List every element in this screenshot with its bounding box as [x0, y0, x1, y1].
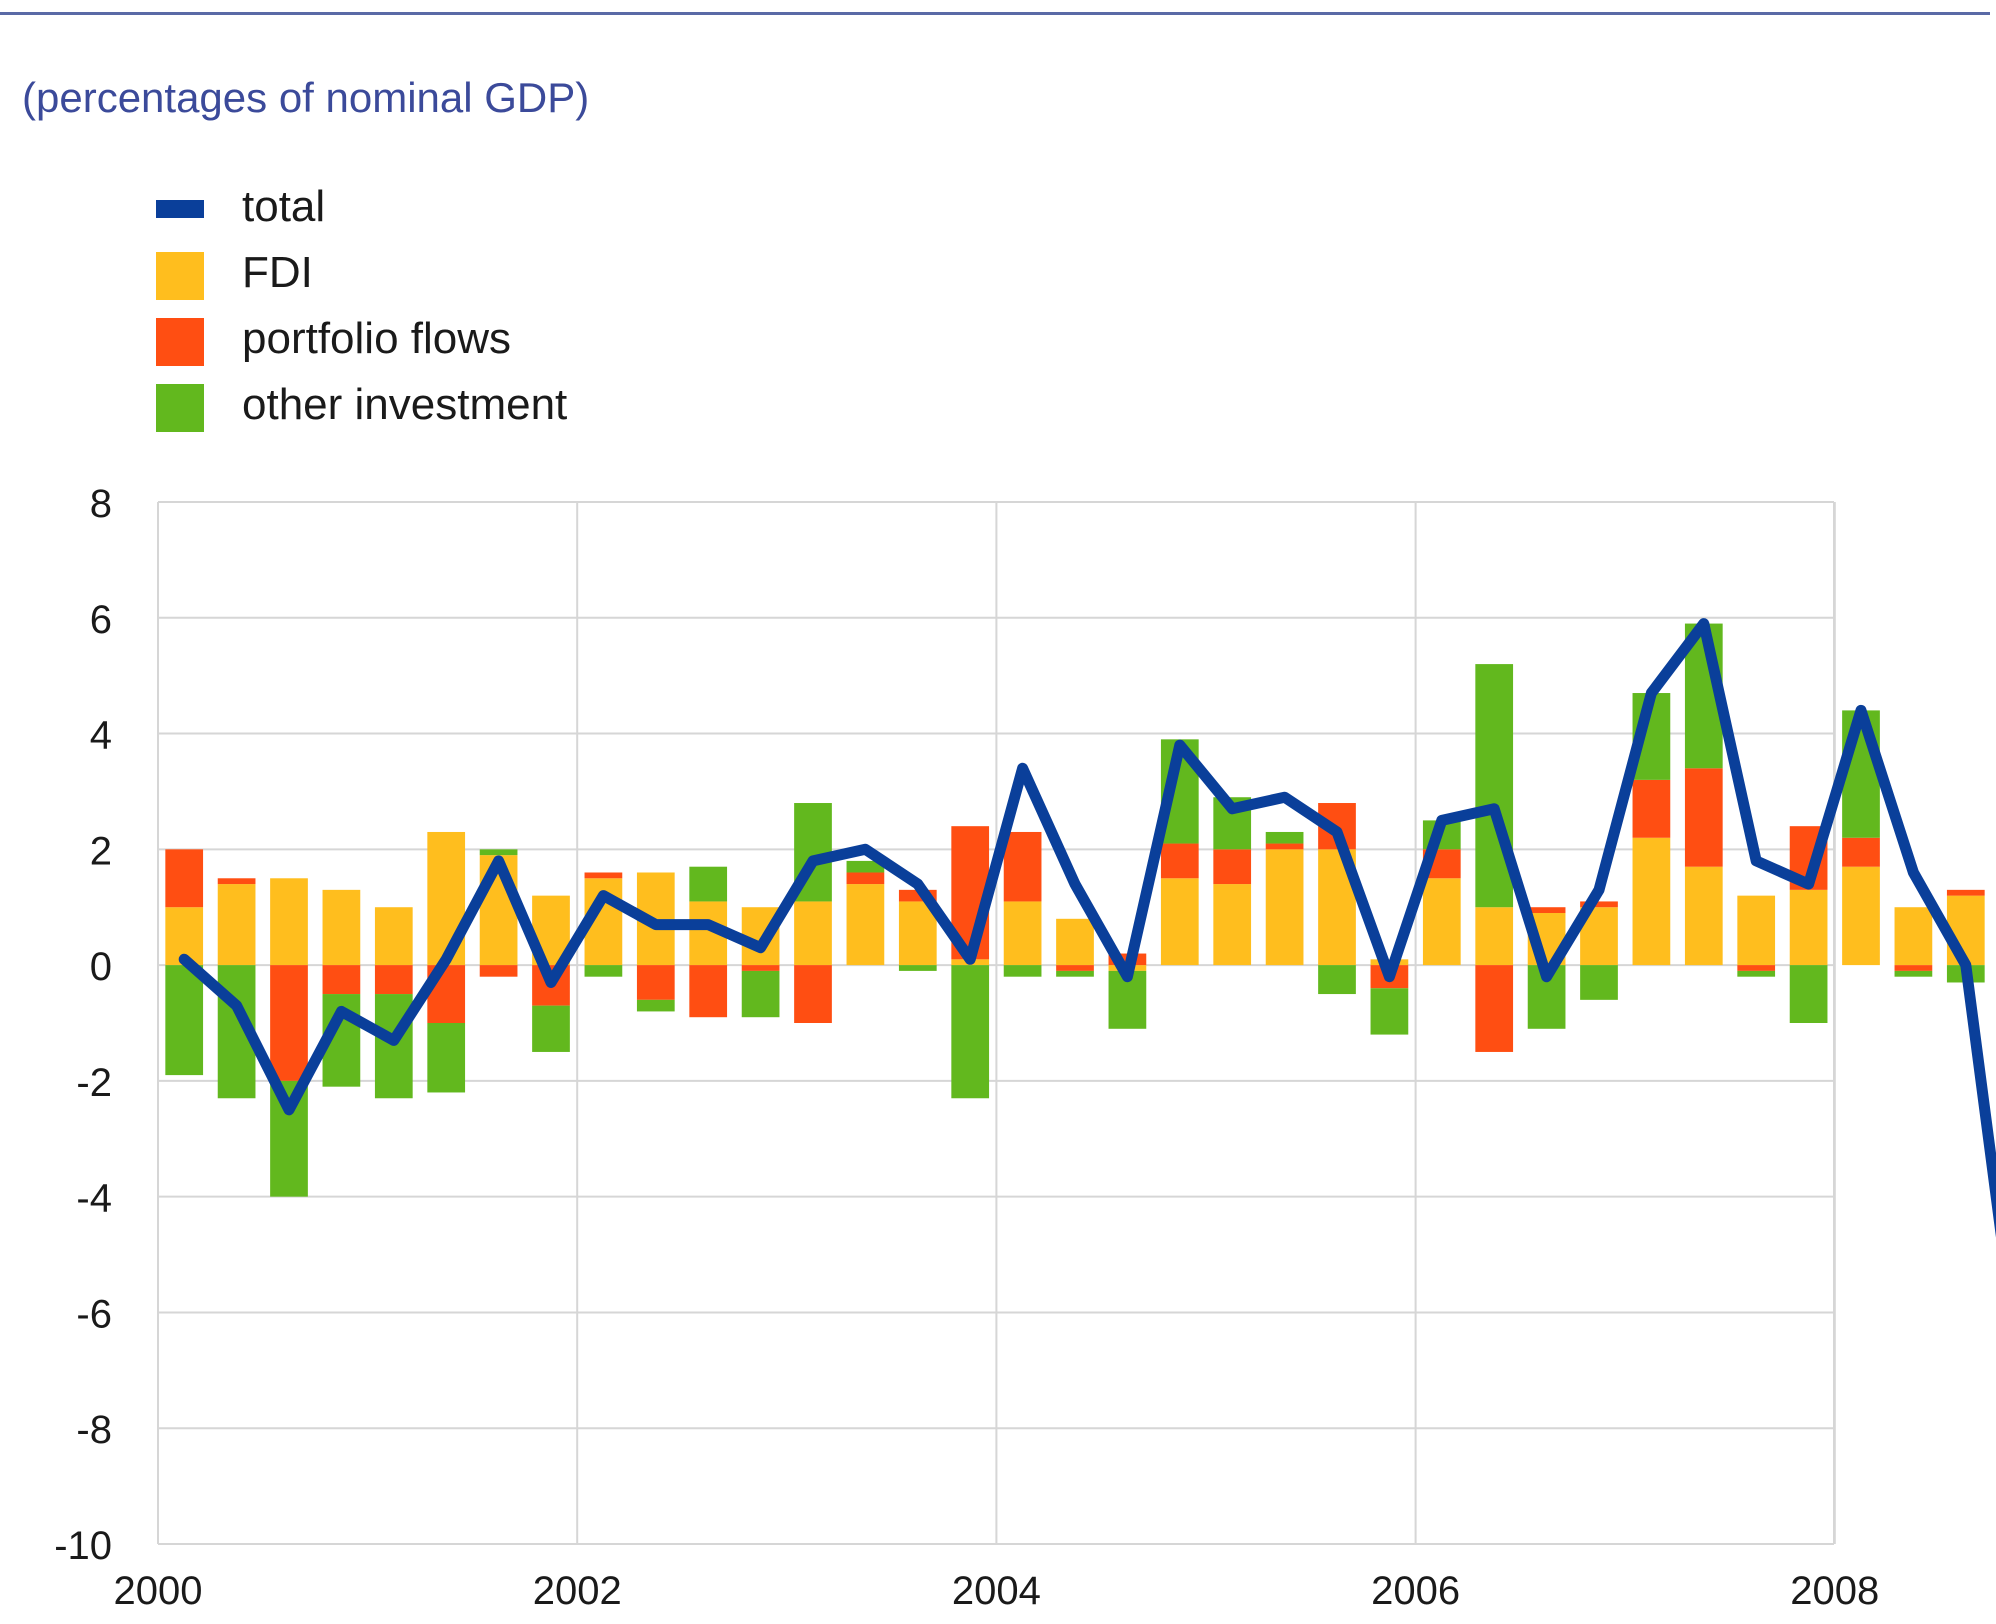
portfolio-flows-bar: [689, 965, 728, 1018]
y-tick-label: -6: [76, 1292, 112, 1336]
x-tick-label: 2000: [114, 1569, 203, 1613]
fdi-bar: [1789, 889, 1828, 966]
other-investment-bar: [584, 965, 623, 977]
legend-label-portfolio-flows: portfolio flows: [242, 314, 512, 363]
y-tick-label: 6: [90, 598, 112, 642]
portfolio-flows-bar: [322, 965, 361, 995]
portfolio-flows-bar: [479, 965, 518, 977]
legend-swatch-total: [156, 200, 204, 218]
portfolio-flows-bar: [1213, 849, 1252, 885]
fdi-bar: [1632, 837, 1671, 966]
other-investment-bar: [532, 1005, 570, 1052]
fdi-bar: [1003, 901, 1042, 966]
portfolio-flows-bar: [1265, 843, 1304, 850]
y-tick-label: 8: [90, 482, 112, 526]
other-investment-bar: [1265, 831, 1304, 844]
y-tick-label: 0: [90, 945, 112, 989]
portfolio-flows-bar: [1056, 965, 1094, 971]
x-tick-label: 2008: [1790, 1569, 1879, 1613]
fdi-bar: [1684, 866, 1723, 966]
portfolio-flows-bar: [584, 872, 623, 879]
other-investment-bar: [1894, 970, 1933, 977]
other-investment-bar: [427, 1023, 466, 1093]
fdi-bar: [1842, 866, 1880, 966]
other-investment-bar: [1789, 965, 1828, 1023]
other-investment-bar: [898, 965, 937, 971]
other-investment-bar: [1737, 970, 1776, 977]
other-investment-bar: [1003, 965, 1042, 977]
portfolio-flows-bar: [741, 965, 780, 971]
other-investment-bar: [846, 860, 885, 873]
portfolio-flows-bar: [270, 965, 308, 1081]
fdi-bar: [1056, 918, 1094, 966]
portfolio-flows-bar: [1737, 965, 1776, 971]
legend-swatch-other-investment: [156, 384, 204, 432]
fdi-bar: [1894, 907, 1933, 966]
top-rule: [0, 12, 1990, 15]
fdi-bar: [846, 884, 885, 966]
total-line: [178, 618, 1996, 1238]
portfolio-flows-bar: [1842, 837, 1880, 867]
fdi-bar: [1422, 878, 1461, 966]
portfolio-flows-bar: [1003, 831, 1042, 902]
other-investment-bar: [165, 965, 204, 1076]
fdi-bar: [1265, 849, 1304, 966]
fdi-bar: [270, 878, 308, 966]
other-investment-bar: [1475, 664, 1514, 908]
fdi-bar: [217, 884, 256, 966]
portfolio-flows-bar: [374, 965, 413, 995]
portfolio-flows-bar: [1580, 901, 1618, 908]
x-tick-label: 2002: [533, 1569, 622, 1613]
portfolio-flows-bar: [1527, 907, 1566, 914]
portfolio-flows-bar: [217, 878, 256, 885]
fdi-bar: [1213, 884, 1252, 966]
legend-label-other-investment: other investment: [242, 380, 568, 429]
other-investment-bar: [1056, 970, 1094, 977]
legend-label-fdi: FDI: [242, 248, 313, 297]
other-investment-bar: [689, 866, 728, 902]
fdi-bar: [322, 889, 361, 966]
portfolio-flows-bar: [1475, 965, 1514, 1052]
x-tick-label: 2006: [1371, 1569, 1460, 1613]
other-investment-bar: [1318, 965, 1356, 995]
y-tick-label: -4: [76, 1177, 112, 1221]
portfolio-flows-bar: [898, 889, 937, 902]
fdi-bar: [1160, 878, 1199, 966]
portfolio-flows-bar: [636, 965, 675, 1000]
y-tick-label: -8: [76, 1408, 112, 1452]
other-investment-bar: [741, 970, 780, 1018]
legend-swatch-portfolio-flows: [156, 318, 204, 366]
y-tick-label: 4: [90, 714, 112, 758]
fdi-bar: [898, 901, 937, 966]
other-investment-bar: [374, 994, 413, 1099]
portfolio-flows-bar: [846, 872, 885, 885]
other-investment-bar: [636, 999, 675, 1012]
y-tick-label: 2: [90, 829, 112, 873]
portfolio-flows-bar: [1684, 768, 1723, 867]
portfolio-flows-bar: [1946, 889, 1985, 896]
fdi-bar: [1737, 895, 1776, 966]
fdi-bar: [794, 901, 832, 966]
other-investment-bar: [1370, 988, 1409, 1035]
portfolio-flows-bar: [1160, 843, 1199, 879]
portfolio-flows-bar: [165, 849, 204, 908]
portfolio-flows-bar: [1632, 779, 1671, 838]
other-investment-bar: [479, 849, 518, 856]
x-tick-label: 2004: [952, 1569, 1041, 1613]
chart-subtitle: (percentages of nominal GDP): [22, 74, 590, 121]
bar-stacks: [165, 623, 1985, 1197]
fdi-bar: [1475, 907, 1514, 966]
legend-label-total: total: [242, 182, 326, 231]
other-investment-bar: [951, 965, 990, 1099]
other-investment-bar: [1580, 965, 1618, 1000]
chart-plot: 86420-2-4-6-8-10200020022004200620082010…: [54, 482, 1996, 1613]
legend-swatch-fdi: [156, 252, 204, 300]
fdi-bar: [374, 907, 413, 966]
other-investment-bar: [1842, 710, 1880, 838]
portfolio-flows-bar: [1894, 965, 1933, 971]
y-tick-label: -10: [54, 1524, 112, 1568]
portfolio-flows-bar: [794, 965, 832, 1023]
y-tick-label: -2: [76, 1061, 112, 1105]
